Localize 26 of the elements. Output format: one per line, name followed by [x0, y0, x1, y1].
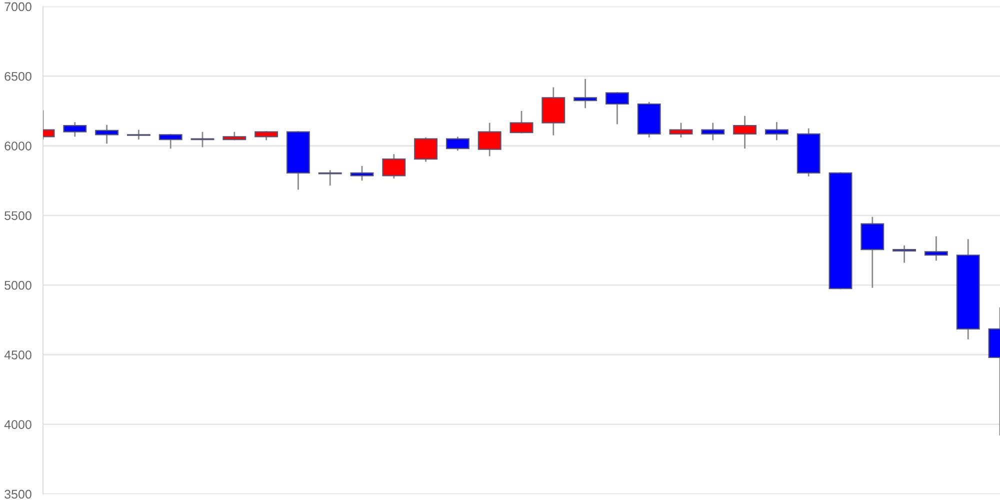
candlestick [126, 130, 150, 140]
candlestick [892, 245, 916, 263]
candlestick [446, 136, 470, 151]
y-tick-label: 4500 [4, 350, 32, 360]
y-tick-label: 5500 [4, 211, 32, 220]
candlestick [158, 134, 182, 149]
y-tick-label: 7000 [4, 2, 32, 12]
candlestick [95, 124, 119, 144]
y-tick-label: 6500 [4, 72, 32, 81]
candlestick [701, 122, 725, 140]
candlestick [605, 92, 629, 124]
candlestick [478, 122, 502, 156]
candlestick [350, 166, 374, 181]
candlestick [414, 137, 438, 162]
y-tick-label: 5000 [4, 280, 32, 290]
candlestick [63, 122, 87, 137]
candlestick [733, 116, 757, 149]
y-tick-label: 6000 [4, 142, 32, 150]
candlestick [764, 122, 788, 140]
candlestick [510, 110, 534, 134]
candlestick [924, 236, 948, 261]
y-tick-label: 4000 [4, 420, 32, 430]
candlestick [574, 78, 598, 108]
y-tick-label: 3500 [4, 490, 32, 499]
candlestick [669, 122, 693, 138]
candlestick [382, 154, 406, 179]
